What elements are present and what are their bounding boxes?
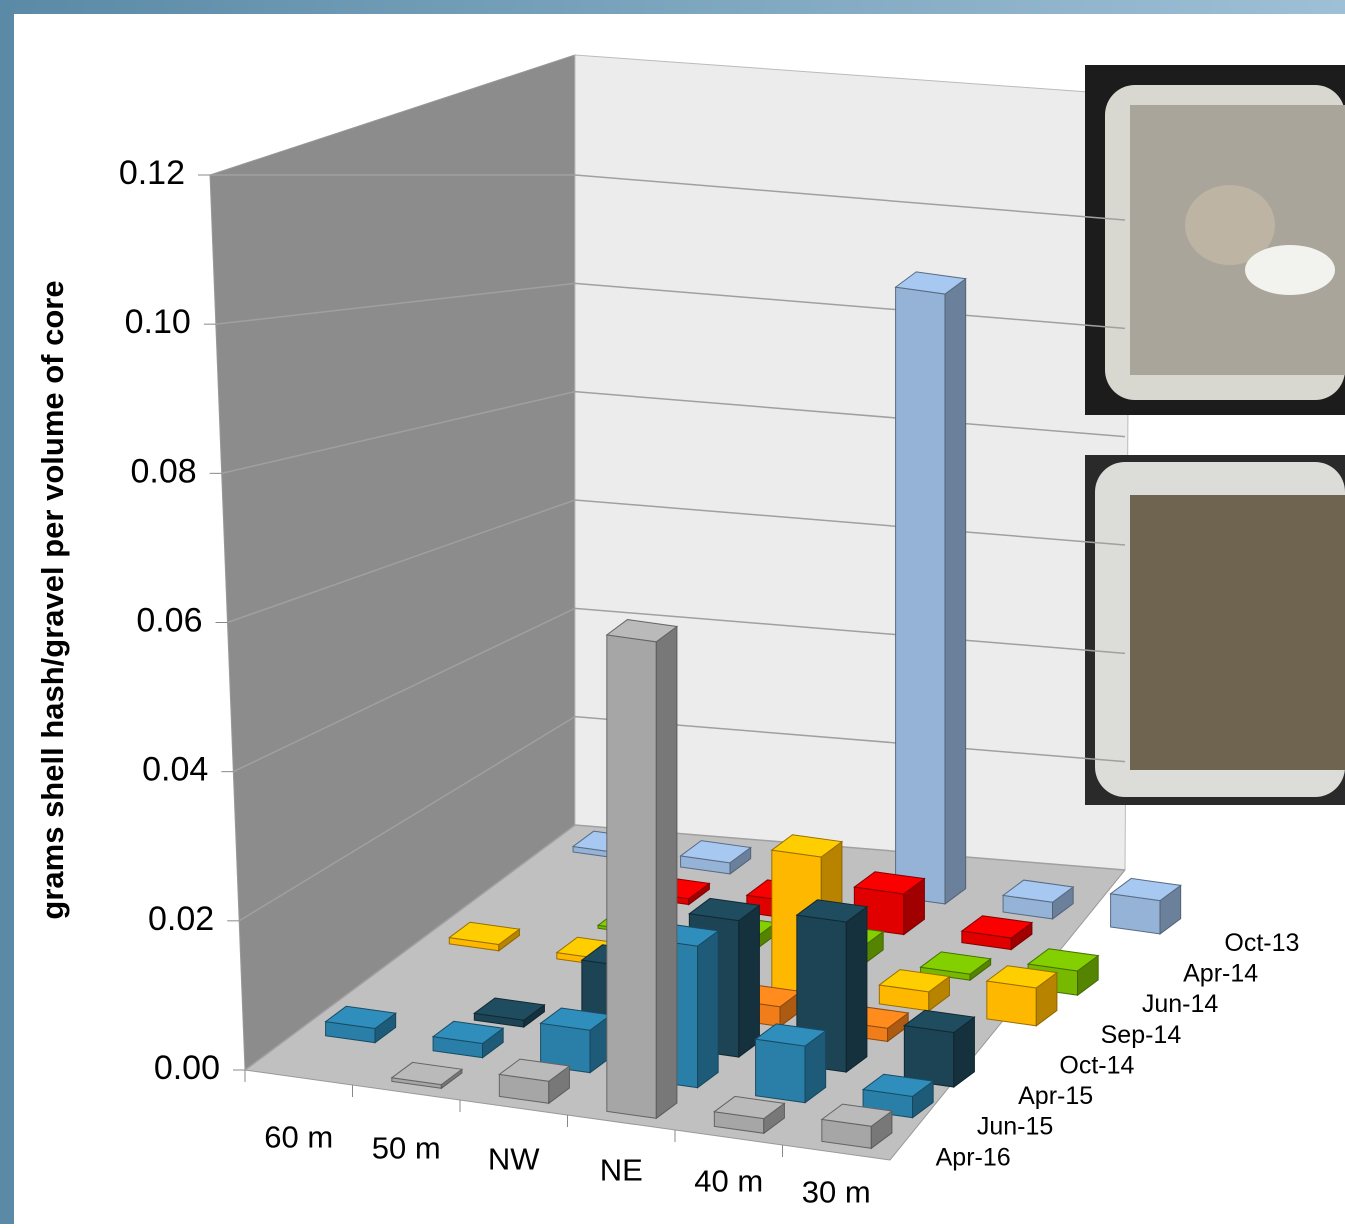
bar xyxy=(756,1024,826,1103)
x-tick-label: 30 m xyxy=(802,1175,871,1210)
bar-front xyxy=(756,1039,805,1103)
series-label: Apr-14 xyxy=(1183,960,1258,988)
bar-side xyxy=(739,905,760,1057)
x-tick-label: 60 m xyxy=(264,1120,333,1155)
series-label: Sep-14 xyxy=(1101,1021,1182,1049)
y-tick-label: 0.00 xyxy=(154,1049,220,1087)
bar xyxy=(1111,878,1181,933)
y-tick-label: 0.02 xyxy=(148,900,214,938)
y-tick-label: 0.12 xyxy=(119,154,185,192)
y-axis-title: grams shell hash/gravel per volume of co… xyxy=(35,280,70,919)
bar xyxy=(607,620,677,1119)
x-tick-label: 40 m xyxy=(694,1164,763,1199)
bar-front xyxy=(607,635,656,1118)
series-label: Jun-15 xyxy=(977,1113,1053,1141)
series-label: Oct-13 xyxy=(1224,929,1299,957)
page: grams shell hash/gravel per volume of co… xyxy=(0,0,1345,1229)
y-tick-label: 0.04 xyxy=(142,751,208,789)
y-tick-label: 0.06 xyxy=(136,601,202,639)
chart: grams shell hash/gravel per volume of co… xyxy=(0,0,1345,1224)
photo-bottom xyxy=(1085,455,1345,805)
series-label: Oct-14 xyxy=(1059,1051,1134,1079)
bar-side xyxy=(846,907,867,1072)
bar-side xyxy=(698,931,719,1088)
bar xyxy=(896,272,966,904)
x-tick-label: 50 m xyxy=(372,1131,441,1166)
y-tick-label: 0.08 xyxy=(130,452,196,490)
x-tick-label: NW xyxy=(488,1142,540,1177)
x-tick-label: NE xyxy=(600,1153,643,1188)
series-label: Jun-14 xyxy=(1142,990,1219,1018)
photo-top xyxy=(1085,65,1345,415)
series-label: Apr-16 xyxy=(936,1143,1011,1171)
bar xyxy=(987,966,1057,1026)
bar-front xyxy=(987,981,1036,1026)
y-tick-label: 0.10 xyxy=(125,303,191,341)
bar xyxy=(904,1010,974,1087)
series-label: Apr-15 xyxy=(1018,1082,1093,1110)
bar-front xyxy=(896,287,945,904)
bar-side xyxy=(945,279,966,904)
bar-side xyxy=(656,626,677,1118)
